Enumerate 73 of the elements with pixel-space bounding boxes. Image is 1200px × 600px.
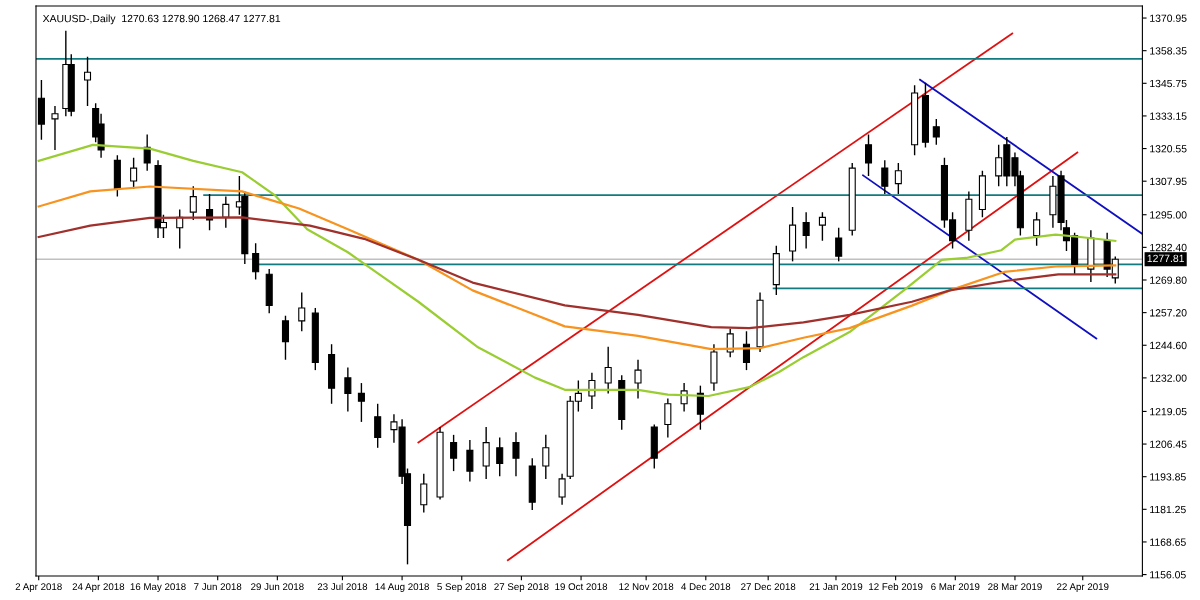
- x-tick-label: 22 Apr 2019: [1057, 583, 1109, 593]
- candlestick: [189, 185, 197, 221]
- x-tick-label: 27 Sep 2018: [494, 583, 549, 593]
- x-tick-label: 29 Jun 2018: [251, 583, 304, 591]
- x-tick-label: 19 Oct 2018: [555, 583, 608, 591]
- candlestick: [864, 133, 873, 177]
- candlestick: [83, 56, 92, 107]
- candlestick: [450, 434, 458, 472]
- y-tick-label: 1358.35: [1150, 47, 1187, 55]
- candlestick: [634, 359, 642, 400]
- candlestick: [130, 157, 138, 190]
- candlestick: [51, 105, 59, 151]
- ref-line-label: 1277.81: [1147, 254, 1184, 263]
- candlestick: [1033, 211, 1041, 247]
- line-series: [37, 216, 1117, 330]
- x-tick-label: 24 Apr 2018: [72, 583, 125, 593]
- y-tick-label: 1168.65: [1150, 538, 1186, 546]
- x-tick-label: 4 Dec 2018: [681, 583, 731, 591]
- x-tick-label: 12 Nov 2018: [619, 583, 674, 591]
- y-tick-label: 1257.20: [1150, 309, 1187, 317]
- y-tick-label: 1307.95: [1150, 177, 1187, 186]
- x-tick-label: 12 Feb 2019: [869, 582, 923, 591]
- x-tick-label: 28 Mar 2019: [988, 583, 1042, 591]
- candlestick: [482, 426, 490, 480]
- y-tick-label: 1320.55: [1150, 145, 1187, 153]
- line-series: [37, 143, 1117, 398]
- candlestick: [298, 291, 306, 332]
- y-tick-label: 1193.85: [1150, 473, 1186, 481]
- y-tick-label: 1370.95: [1150, 14, 1187, 22]
- y-tick-label: 1282.40: [1150, 243, 1187, 252]
- candlestick: [420, 473, 428, 514]
- text: XAUUSD-,Daily 1270.63 1278.90 1268.47 1277.81: [42, 14, 281, 25]
- x-tick-label: 5 Sep 2018: [437, 583, 487, 593]
- y-tick-label: 1345.75: [1150, 79, 1187, 88]
- candlestick: [894, 162, 902, 195]
- candlestick: [818, 211, 826, 242]
- candlestick: [542, 434, 550, 480]
- y-tick-label: 1206.45: [1150, 440, 1187, 448]
- candlestick: [281, 315, 290, 361]
- candlestick: [558, 473, 566, 506]
- x-tick-label: 7 Jun 2018: [194, 583, 242, 591]
- y-tick-label: 1333.15: [1150, 112, 1187, 120]
- x-tick-label: 6 Mar 2019: [931, 583, 980, 591]
- candlestick: [588, 372, 596, 410]
- x-tick-label: 27 Dec 2018: [741, 583, 796, 591]
- candlestick: [466, 439, 474, 483]
- candlestick: [881, 159, 889, 195]
- candlestick: [696, 384, 704, 431]
- candlestick: [344, 366, 352, 413]
- y-tick-label: 1181.25: [1150, 505, 1186, 514]
- candlestick: [664, 397, 672, 439]
- candlestick: [496, 436, 504, 477]
- line-series: [37, 185, 1117, 351]
- y-tick-label: 1219.05: [1150, 407, 1187, 416]
- y-tick-label: 1232.00: [1150, 374, 1187, 382]
- y-tick-label: 1269.80: [1150, 276, 1187, 284]
- y-tick-label: 1156.05: [1150, 571, 1186, 579]
- y-tick-label: 1244.60: [1150, 341, 1187, 350]
- x-tick-label: 14 Aug 2018: [375, 583, 429, 593]
- candlestick: [374, 403, 382, 449]
- candlestick: [835, 226, 843, 263]
- x-tick-label: 2 Apr 2018: [15, 583, 62, 593]
- x-tick-label: 16 May 2018: [130, 583, 186, 593]
- x-tick-label: 23 Jul 2018: [317, 582, 368, 591]
- candlestick: [802, 211, 810, 250]
- candlestick: [357, 382, 365, 423]
- candlestick: [604, 346, 612, 395]
- candlestick: [252, 242, 260, 281]
- candlestick: [932, 118, 940, 146]
- candlestick: [726, 327, 734, 358]
- candlestick: [512, 431, 520, 477]
- y-tick-label: 1295.00: [1150, 211, 1187, 219]
- x-tick-label: 21 Jan 2019: [809, 583, 863, 591]
